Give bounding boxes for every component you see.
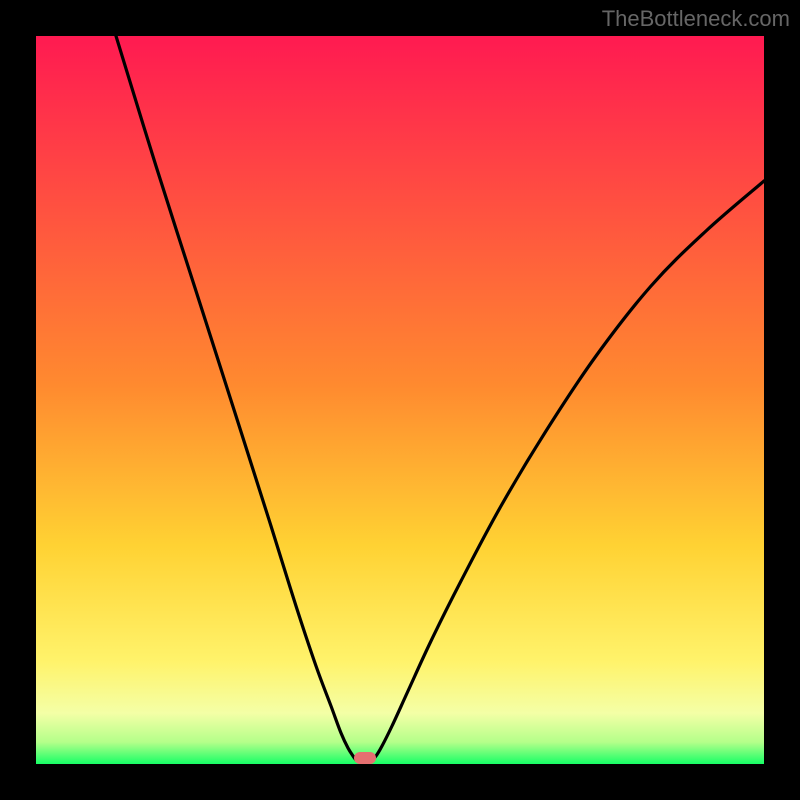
optimal-marker: [354, 752, 376, 764]
curve-left-branch: [116, 36, 356, 760]
canvas: TheBottleneck.com: [0, 0, 800, 800]
plot-area: [36, 36, 764, 764]
curve-right-branch: [372, 181, 764, 760]
bottleneck-curve: [36, 36, 764, 764]
watermark-text: TheBottleneck.com: [602, 6, 790, 32]
